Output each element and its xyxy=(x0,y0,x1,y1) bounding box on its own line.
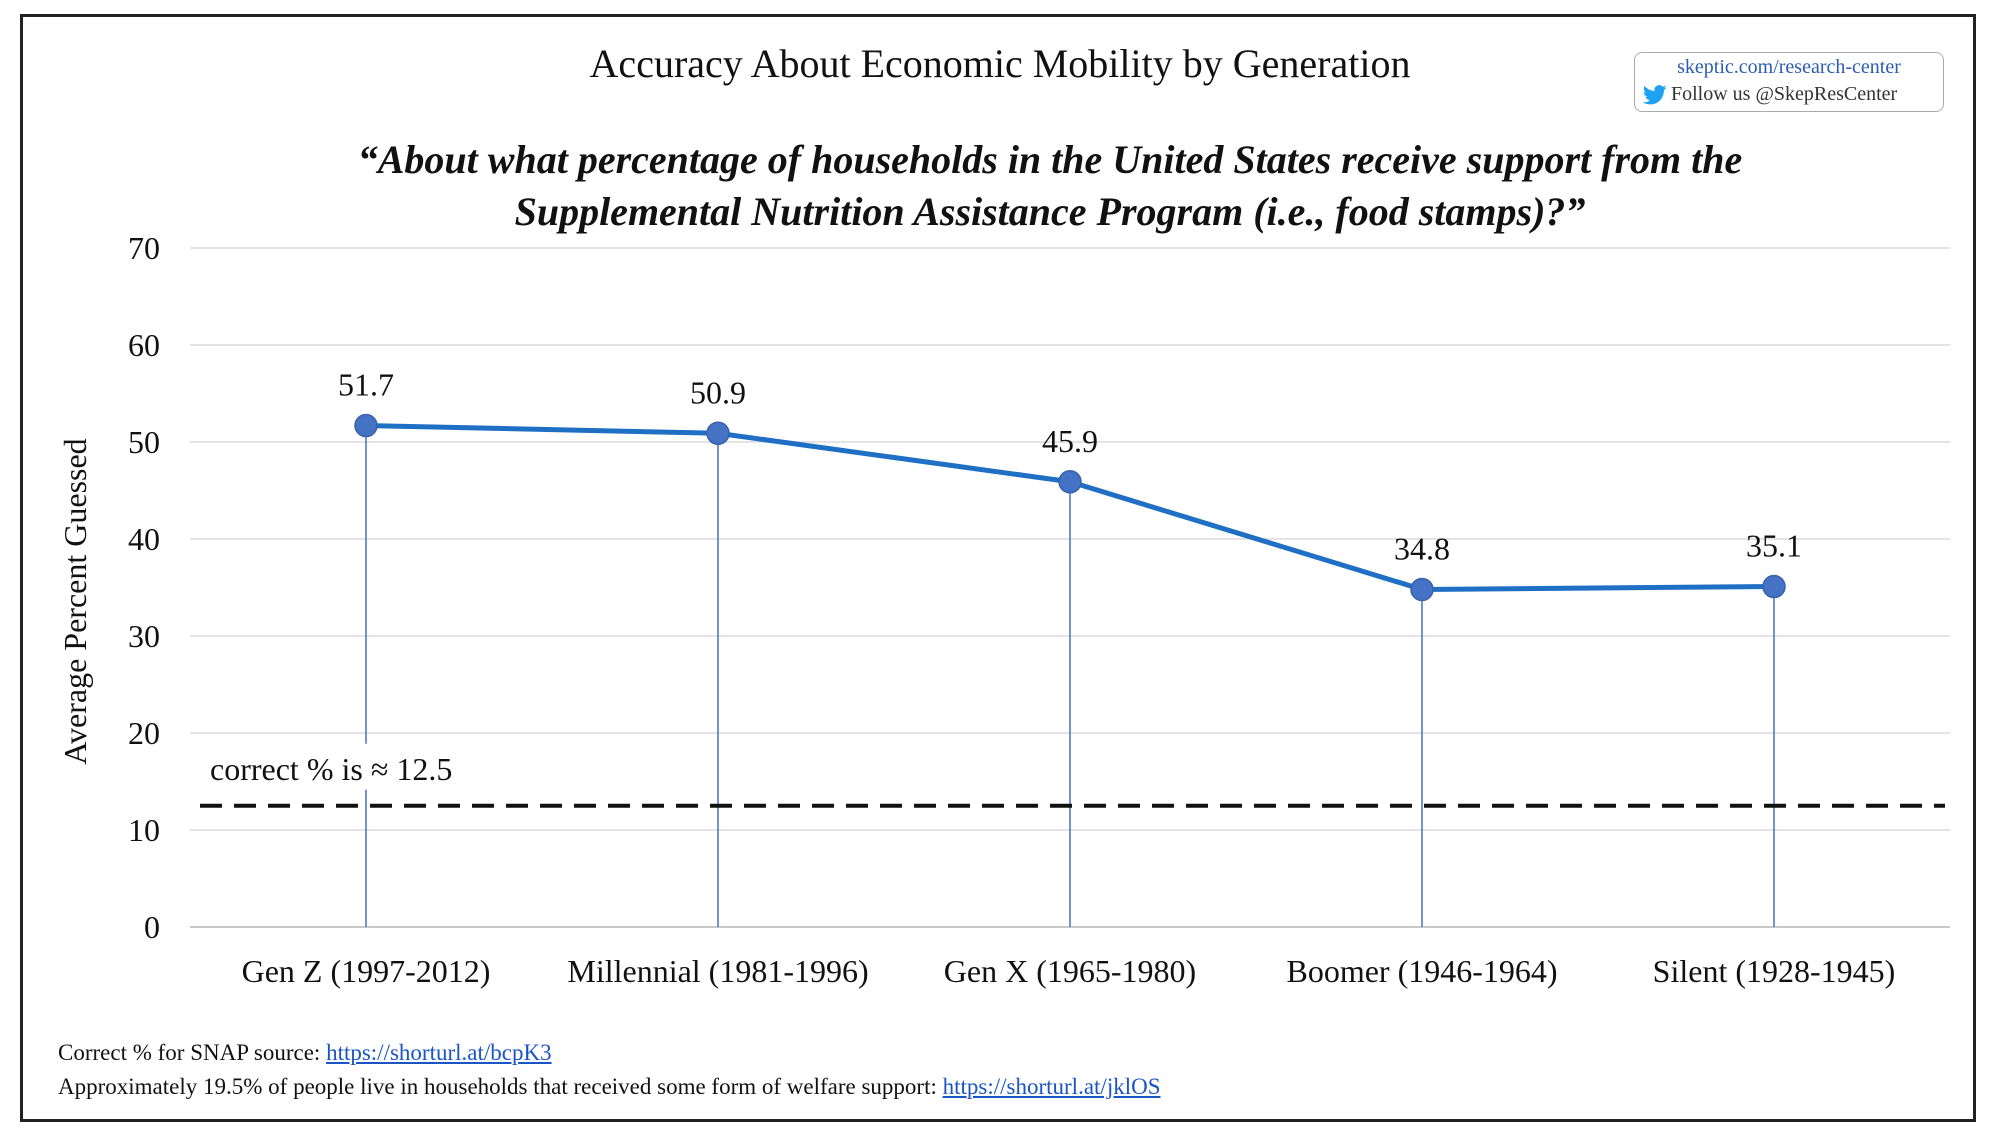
subtitle-line-2: Supplemental Nutrition Assistance Progra… xyxy=(514,189,1586,234)
reference-label-background xyxy=(200,743,500,790)
y-tick-label: 50 xyxy=(128,424,160,460)
data-point xyxy=(1410,577,1434,602)
x-tick-label: Boomer (1946-1964) xyxy=(1286,953,1557,989)
data-label: 51.7 xyxy=(338,367,394,403)
footer-line-2-text: Approximately 19.5% of people live in ho… xyxy=(58,1074,943,1099)
subtitle-line-1: “About what percentage of households in … xyxy=(357,137,1743,182)
data-point xyxy=(706,421,730,446)
snap-source-link[interactable]: https://shorturl.at/bcpK3 xyxy=(326,1040,552,1065)
twitter-bird-icon xyxy=(1643,84,1667,104)
welfare-source-link[interactable]: https://shorturl.at/jklOS xyxy=(942,1074,1161,1099)
x-tick-label: Silent (1928-1945) xyxy=(1653,953,1896,989)
data-point xyxy=(1762,574,1786,599)
x-tick-label: Gen X (1965-1980) xyxy=(944,953,1196,989)
data-label: 34.8 xyxy=(1394,530,1450,566)
credit-box: skeptic.com/research-center Follow us @S… xyxy=(1634,52,1944,112)
y-tick-label: 60 xyxy=(128,327,160,363)
footer-line-2: Approximately 19.5% of people live in ho… xyxy=(58,1074,1161,1100)
data-label: 45.9 xyxy=(1042,423,1098,459)
y-tick-label: 0 xyxy=(144,909,160,945)
chart-subtitle: “About what percentage of households in … xyxy=(260,134,1840,238)
y-tick-label: 70 xyxy=(128,230,160,266)
footer-line-1: Correct % for SNAP source: https://short… xyxy=(58,1040,552,1066)
y-axis-label: Average Percent Guessed xyxy=(57,438,93,764)
reference-line-label: correct % is ≈ 12.5 xyxy=(210,751,452,787)
x-tick-label: Millennial (1981-1996) xyxy=(567,953,868,989)
footer-line-1-text: Correct % for SNAP source: xyxy=(58,1040,327,1065)
data-label: 35.1 xyxy=(1746,528,1802,564)
data-point xyxy=(354,413,378,438)
data-point xyxy=(1058,470,1082,494)
y-tick-label: 40 xyxy=(128,521,160,557)
follow-text: Follow us @SkepResCenter xyxy=(1671,83,1898,105)
chart-frame xyxy=(20,14,1976,1122)
x-tick-label: Gen Z (1997-2012) xyxy=(242,953,491,989)
y-tick-label: 30 xyxy=(128,618,160,654)
y-tick-label: 20 xyxy=(128,715,160,751)
chart-title: Accuracy About Economic Mobility by Gene… xyxy=(589,41,1411,86)
y-tick-label: 10 xyxy=(128,812,160,848)
follow-line[interactable]: Follow us @SkepResCenter xyxy=(1643,83,1897,106)
data-label: 50.9 xyxy=(690,374,746,410)
research-center-link[interactable]: skeptic.com/research-center xyxy=(1677,56,1901,78)
